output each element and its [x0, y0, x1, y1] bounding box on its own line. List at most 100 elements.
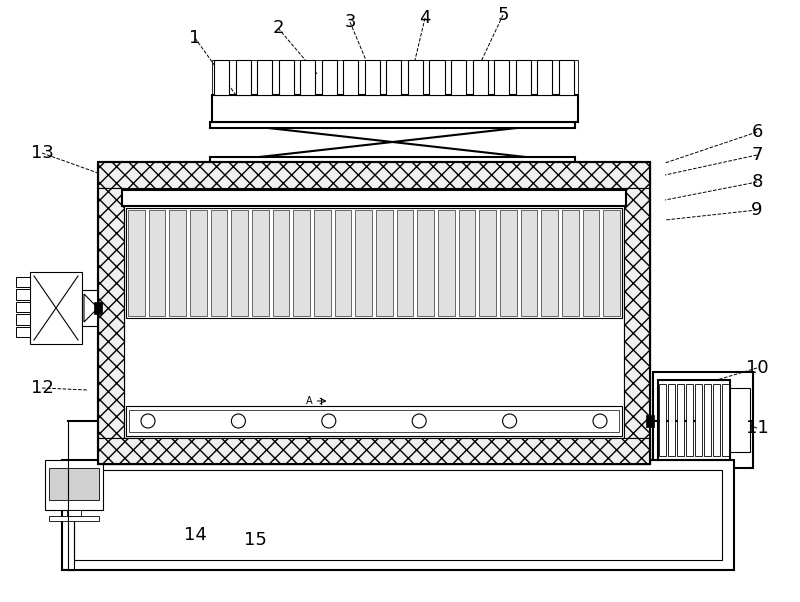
Bar — [677, 384, 684, 456]
Bar — [376, 210, 393, 316]
Bar — [170, 210, 186, 316]
Bar — [537, 60, 552, 95]
Text: A: A — [306, 436, 313, 446]
Bar — [273, 210, 290, 316]
Bar — [231, 210, 248, 316]
Bar — [212, 60, 578, 95]
Bar — [122, 190, 626, 206]
Bar — [128, 210, 145, 316]
Text: 3: 3 — [344, 13, 356, 31]
Bar — [521, 210, 538, 316]
Text: 11: 11 — [746, 419, 768, 437]
Bar — [258, 60, 272, 95]
Bar — [473, 60, 487, 95]
Bar — [386, 60, 402, 95]
Bar — [542, 210, 558, 316]
Circle shape — [141, 414, 155, 428]
Bar — [210, 157, 575, 162]
Circle shape — [593, 414, 607, 428]
Bar — [82, 290, 100, 326]
Bar — [500, 210, 517, 316]
Bar — [653, 372, 753, 468]
Bar — [408, 60, 423, 95]
Bar — [418, 210, 434, 316]
Text: 12: 12 — [30, 379, 54, 397]
Circle shape — [502, 414, 517, 428]
Bar — [214, 60, 230, 95]
Text: 5: 5 — [498, 6, 509, 24]
Bar — [74, 470, 722, 560]
Bar — [149, 210, 166, 316]
Bar — [722, 384, 729, 456]
Bar — [30, 272, 82, 344]
Bar — [210, 210, 227, 316]
Bar — [98, 188, 124, 438]
Bar — [355, 210, 372, 316]
Bar — [126, 208, 622, 318]
Bar — [236, 60, 250, 95]
Bar — [98, 438, 650, 464]
Text: 8: 8 — [751, 173, 762, 191]
Text: 14: 14 — [183, 526, 206, 544]
Text: 10: 10 — [746, 359, 768, 377]
Bar — [16, 290, 30, 300]
Bar — [603, 210, 620, 316]
Bar — [558, 60, 574, 95]
Bar — [190, 210, 206, 316]
Bar — [210, 122, 575, 128]
Circle shape — [322, 414, 336, 428]
Text: 9: 9 — [751, 201, 762, 219]
Bar — [365, 60, 380, 95]
Circle shape — [231, 414, 246, 428]
Bar — [16, 327, 30, 337]
Bar — [126, 406, 622, 436]
Bar — [124, 188, 624, 438]
Bar — [300, 60, 315, 95]
Bar — [397, 210, 414, 316]
Bar — [713, 384, 720, 456]
Bar — [704, 384, 710, 456]
Bar — [451, 60, 466, 95]
Bar — [16, 277, 30, 287]
Bar — [98, 162, 650, 464]
Bar — [430, 60, 445, 95]
Bar — [49, 468, 99, 500]
Text: 7: 7 — [751, 146, 762, 164]
Bar — [695, 384, 702, 456]
Text: 4: 4 — [419, 9, 430, 27]
Bar — [659, 384, 666, 456]
Bar — [62, 460, 734, 570]
Text: 2: 2 — [272, 19, 284, 37]
Bar — [322, 60, 337, 95]
Bar — [212, 95, 578, 122]
Text: 15: 15 — [243, 531, 266, 549]
Bar — [278, 60, 294, 95]
Bar — [343, 60, 358, 95]
Text: 1: 1 — [190, 29, 201, 47]
Bar — [314, 210, 330, 316]
Bar — [49, 516, 99, 521]
Bar — [624, 188, 650, 438]
Bar — [98, 162, 650, 188]
Bar — [730, 388, 750, 452]
Bar — [98, 438, 650, 464]
Circle shape — [412, 414, 426, 428]
Bar — [646, 415, 654, 427]
Bar — [494, 60, 509, 95]
Bar — [658, 380, 730, 460]
Bar — [515, 60, 530, 95]
Bar — [334, 210, 351, 316]
Bar — [129, 410, 619, 432]
Bar — [438, 210, 454, 316]
Bar — [67, 510, 81, 516]
Bar — [668, 384, 674, 456]
Bar — [458, 210, 475, 316]
Bar — [582, 210, 599, 316]
Bar — [16, 302, 30, 312]
Bar — [98, 162, 650, 464]
Bar — [94, 302, 102, 314]
Bar — [16, 314, 30, 324]
Text: A: A — [306, 396, 313, 406]
Bar — [479, 210, 496, 316]
Bar — [686, 384, 693, 456]
